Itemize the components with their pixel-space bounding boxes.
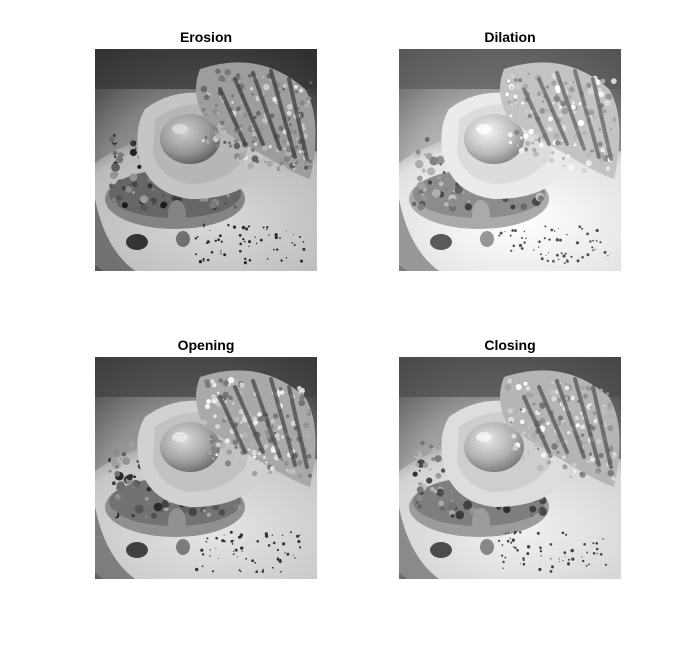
food-photo	[95, 357, 317, 579]
food-photo	[399, 49, 621, 271]
subplot-title: Closing	[399, 336, 621, 354]
image-dilation	[399, 49, 621, 271]
subplot-title: Opening	[95, 336, 317, 354]
subplot-closing: Closing	[399, 334, 621, 580]
food-photo	[399, 357, 621, 579]
subplot-title: Dilation	[399, 28, 621, 46]
subplot-title: Erosion	[95, 28, 317, 46]
plate-crumb	[430, 542, 452, 558]
subplot-opening: Opening	[95, 334, 317, 580]
plate-crumb	[126, 542, 148, 558]
subplot-erosion: Erosion	[95, 26, 317, 272]
food-photo	[95, 49, 317, 271]
image-opening	[95, 357, 317, 579]
image-erosion	[95, 49, 317, 271]
image-closing	[399, 357, 621, 579]
plate-crumb	[430, 234, 452, 250]
subplot-dilation: Dilation	[399, 26, 621, 272]
plate-crumb	[126, 234, 148, 250]
